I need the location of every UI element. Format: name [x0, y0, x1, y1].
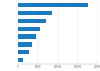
Bar: [18, 3, 88, 7]
Bar: [18, 34, 36, 39]
Bar: [18, 27, 40, 31]
Bar: [18, 42, 32, 47]
Bar: [18, 19, 46, 23]
Bar: [18, 58, 23, 62]
Bar: [18, 11, 52, 15]
Bar: [18, 50, 29, 54]
